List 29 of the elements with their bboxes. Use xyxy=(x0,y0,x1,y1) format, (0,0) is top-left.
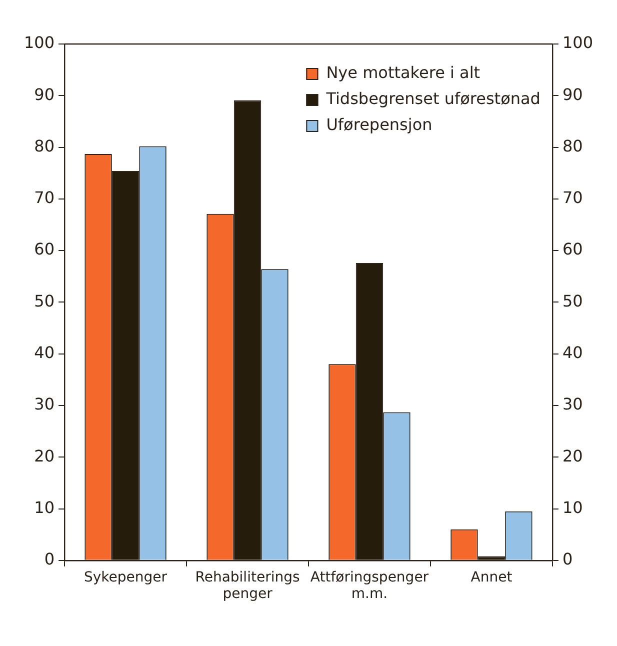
y2-tick-label: 50 xyxy=(562,291,583,310)
x-tick-label: Attføringspenger m.m. xyxy=(310,569,429,602)
y2-tick-label: 30 xyxy=(562,394,583,414)
y-tick-label: 50 xyxy=(34,291,55,310)
y-tick-label: 80 xyxy=(34,136,55,156)
y2-tick-label: 0 xyxy=(562,550,573,569)
y2-tick-label: 70 xyxy=(562,188,583,208)
y2-tick-label: 10 xyxy=(562,498,583,517)
y-tick-label: 40 xyxy=(34,342,55,362)
y-tick-label: 70 xyxy=(34,188,55,208)
x-tick-label: Rehabiliterings penger xyxy=(195,569,300,602)
y2-tick-label: 100 xyxy=(562,33,594,52)
y2-tick-label: 80 xyxy=(562,136,583,156)
y-tick-label: 90 xyxy=(34,84,55,104)
x-tick-label: Annet xyxy=(470,569,513,586)
y2-tick-label: 40 xyxy=(562,342,583,362)
y-tick-label: 20 xyxy=(34,446,55,466)
y2-tick-label: 60 xyxy=(562,240,583,259)
legend-label: Tidsbegrenset uførestønad xyxy=(325,89,540,108)
y-tick-label: 0 xyxy=(44,550,55,569)
y2-tick-label: 20 xyxy=(562,446,583,466)
y-tick-label: 30 xyxy=(34,394,55,414)
legend-label: Nye mottakere i alt xyxy=(326,63,480,82)
y-tick-label: 10 xyxy=(34,498,55,517)
x-tick-label: Sykepenger xyxy=(84,569,168,586)
y2-tick-label: 90 xyxy=(562,84,583,104)
y-tick-label: 60 xyxy=(34,240,55,259)
y-tick-label: 100 xyxy=(24,33,55,52)
legend-label: Uførepensjon xyxy=(326,115,432,134)
